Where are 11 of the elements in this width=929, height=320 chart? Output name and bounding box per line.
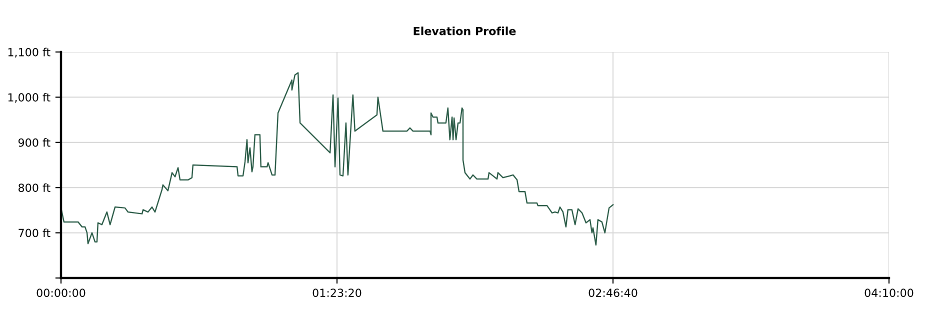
y-tick-label: 1,000 ft <box>8 92 50 103</box>
chart-title: Elevation Profile <box>414 26 516 36</box>
line-series <box>61 72 614 246</box>
x-tick-label: 02:46:40 <box>588 288 638 298</box>
x-tick-label: 00:00:00 <box>36 288 86 298</box>
y-tick-label: 700 ft <box>18 228 50 238</box>
y-tick-label: 900 ft <box>18 138 50 147</box>
x-tick-label: 01:23:20 <box>312 288 362 298</box>
y-tick-label: 800 ft <box>18 183 50 192</box>
x-tick-label: 04:10:00 <box>864 288 914 298</box>
y-tick-label: 1,100 ft <box>8 48 50 58</box>
